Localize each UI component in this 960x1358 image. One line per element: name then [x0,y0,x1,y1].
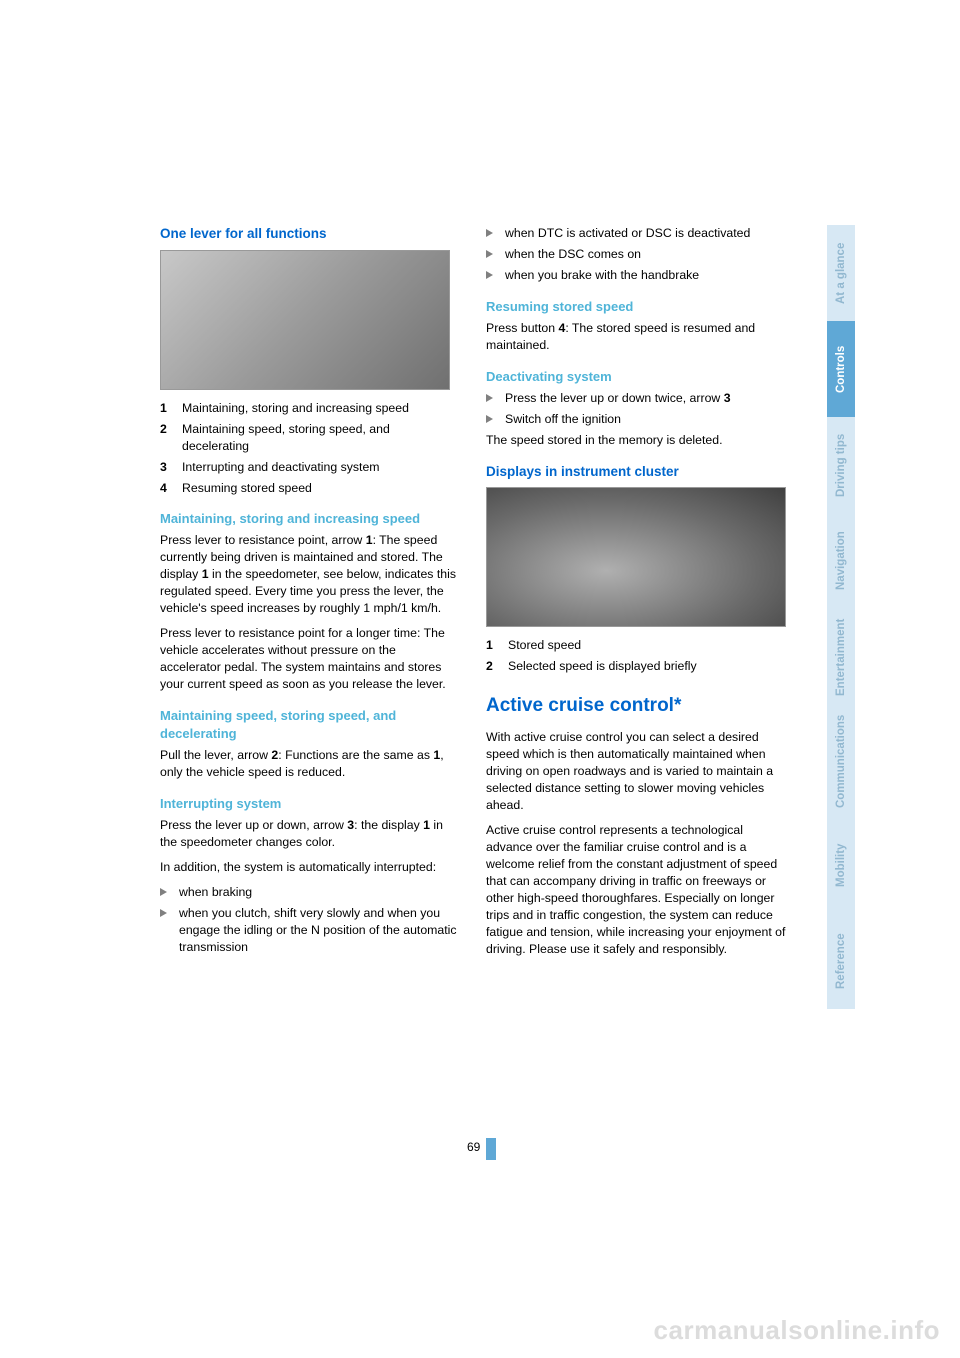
heading-maintain-increase: Maintaining, storing and increasing spee… [160,510,460,528]
item-text: Maintaining speed, storing speed, and de… [182,421,460,455]
item-text: Maintaining, storing and increasing spee… [182,400,409,417]
section-tab[interactable]: Reference [827,913,855,1009]
page-content: One lever for all functions 1Maintaining… [160,225,795,966]
para-interrupt-b: In addition, the system is automatically… [160,859,460,876]
heading-deactivate: Deactivating system [486,368,786,386]
heading-active-cruise: Active cruise control* [486,693,786,719]
section-tab[interactable]: At a glance [827,225,855,321]
heading-displays: Displays in instrument cluster [486,463,786,482]
bullet-item: when you brake with the handbrake [486,267,786,284]
left-column: One lever for all functions 1Maintaining… [160,225,460,966]
para-acc-1: With active cruise control you can selec… [486,729,786,814]
item-number: 2 [160,421,182,455]
list-item: 1Maintaining, storing and increasing spe… [160,400,460,417]
item-number: 2 [486,658,508,675]
bullet-item: when the DSC comes on [486,246,786,263]
bullet-item: when braking [160,884,460,901]
heading-one-lever: One lever for all functions [160,225,460,244]
heading-decelerating: Maintaining speed, storing speed, and de… [160,707,460,743]
section-tab[interactable]: Entertainment [827,609,855,705]
figure-lever [160,250,450,390]
item-text: Selected speed is displayed briefly [508,658,697,675]
triangle-bullet-icon [160,888,167,896]
figure-cluster [486,487,786,627]
section-tabs: At a glanceControlsDriving tipsNavigatio… [827,225,855,1009]
para-maintain-a: Press lever to resistance point, arrow 1… [160,532,460,617]
section-tab[interactable]: Communications [827,705,855,817]
section-tab[interactable]: Mobility [827,817,855,913]
list-item: 4Resuming stored speed [160,480,460,497]
list-item: 2Maintaining speed, storing speed, and d… [160,421,460,455]
bullet-item: when you clutch, shift very slowly and w… [160,905,460,956]
display-list: 1Stored speed 2Selected speed is display… [486,637,786,675]
bullet-item: when DTC is activated or DSC is deactiva… [486,225,786,242]
triangle-bullet-icon [486,394,493,402]
triangle-bullet-icon [486,229,493,237]
para-acc-2: Active cruise control represents a techn… [486,822,786,958]
page-number: 69 [467,1140,480,1154]
item-number: 1 [486,637,508,654]
section-tab[interactable]: Driving tips [827,417,855,513]
right-column: when DTC is activated or DSC is deactiva… [486,225,786,966]
page-number-bar [486,1138,496,1160]
triangle-bullet-icon [486,415,493,423]
triangle-bullet-icon [486,271,493,279]
item-number: 1 [160,400,182,417]
bullet-item: Switch off the ignition [486,411,786,428]
lever-function-list: 1Maintaining, storing and increasing spe… [160,400,460,497]
item-text: Stored speed [508,637,581,654]
bullet-item: Press the lever up or down twice, arrow … [486,390,786,407]
watermark: carmanualsonline.info [654,1315,940,1346]
item-number: 4 [160,480,182,497]
section-tab[interactable]: Navigation [827,513,855,609]
item-number: 3 [160,459,182,476]
item-text: Interrupting and deactivating system [182,459,380,476]
triangle-bullet-icon [486,250,493,258]
list-item: 2Selected speed is displayed briefly [486,658,786,675]
item-text: Resuming stored speed [182,480,312,497]
triangle-bullet-icon [160,909,167,917]
heading-interrupt: Interrupting system [160,795,460,813]
para-deactivate: The speed stored in the memory is delete… [486,432,786,449]
list-item: 3Interrupting and deactivating system [160,459,460,476]
para-maintain-b: Press lever to resistance point for a lo… [160,625,460,693]
para-decel: Pull the lever, arrow 2: Functions are t… [160,747,460,781]
section-tab[interactable]: Controls [827,321,855,417]
para-resume: Press button 4: The stored speed is resu… [486,320,786,354]
para-interrupt-a: Press the lever up or down, arrow 3: the… [160,817,460,851]
list-item: 1Stored speed [486,637,786,654]
heading-resume: Resuming stored speed [486,298,786,316]
